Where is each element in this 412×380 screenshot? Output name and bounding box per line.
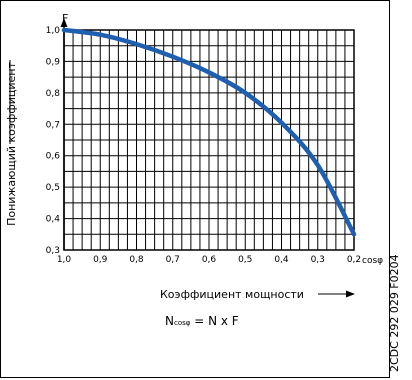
series-point — [209, 72, 210, 73]
series-point — [172, 56, 173, 57]
y-axis-symbol: F — [62, 12, 68, 25]
x-tick-label: 0,3 — [311, 255, 325, 265]
series-point — [64, 30, 65, 31]
x-tick-label: 0,2 — [347, 255, 361, 265]
axes: F cosφ — [60, 12, 383, 266]
series-point — [317, 165, 318, 166]
formula: Ncosφ = N x F — [165, 314, 239, 328]
x-tick-label: 1,0 — [57, 255, 72, 265]
x-tick-label: 0,7 — [166, 255, 180, 265]
formula-lhs: N — [165, 314, 174, 328]
y-tick-label: 0,9 — [46, 57, 61, 67]
x-tick-label: 0,9 — [93, 255, 108, 265]
y-axis-arrow-icon — [60, 18, 68, 27]
x-tick-label: 0,8 — [129, 255, 144, 265]
y-tick-label: 0,8 — [46, 89, 61, 99]
chart-frame — [0, 0, 390, 378]
series-point — [136, 44, 137, 45]
y-tick-label: 0,5 — [46, 183, 60, 193]
series-point — [281, 122, 282, 123]
y-tick-label: 0,3 — [46, 246, 60, 256]
x-tick-label: 0,4 — [274, 255, 289, 265]
series-line — [61, 27, 357, 237]
formula-lhs-sub: cosφ — [173, 319, 191, 327]
document-code: 2CDC 292 029 F0204 — [388, 254, 401, 372]
grid — [63, 29, 355, 251]
x-tick-label: 0,5 — [238, 255, 252, 265]
y-tick-label: 0,4 — [46, 215, 61, 225]
x-tick-label: 0,6 — [202, 255, 217, 265]
tick-labels: 1,0 0,9 0,8 0,7 0,6 0,5 0,4 0,3 0,2 0,3 0,4 0,5 0,6 0… — [46, 26, 361, 265]
y-axis-label: Понижающий коэффициент — [5, 62, 18, 226]
formula-rhs: = N x F — [190, 314, 239, 328]
x-label-arrow-icon — [346, 290, 355, 298]
series-layer — [61, 27, 357, 237]
series-point — [100, 34, 101, 35]
x-axis-label: Коэффициент мощности — [160, 288, 304, 301]
x-axis-symbol: cosφ — [362, 256, 383, 266]
series-point — [354, 234, 355, 235]
series-point — [245, 92, 246, 93]
y-tick-label: 0,7 — [46, 120, 60, 130]
y-tick-label: 0,6 — [46, 152, 61, 162]
y-tick-label: 1,0 — [46, 26, 61, 36]
